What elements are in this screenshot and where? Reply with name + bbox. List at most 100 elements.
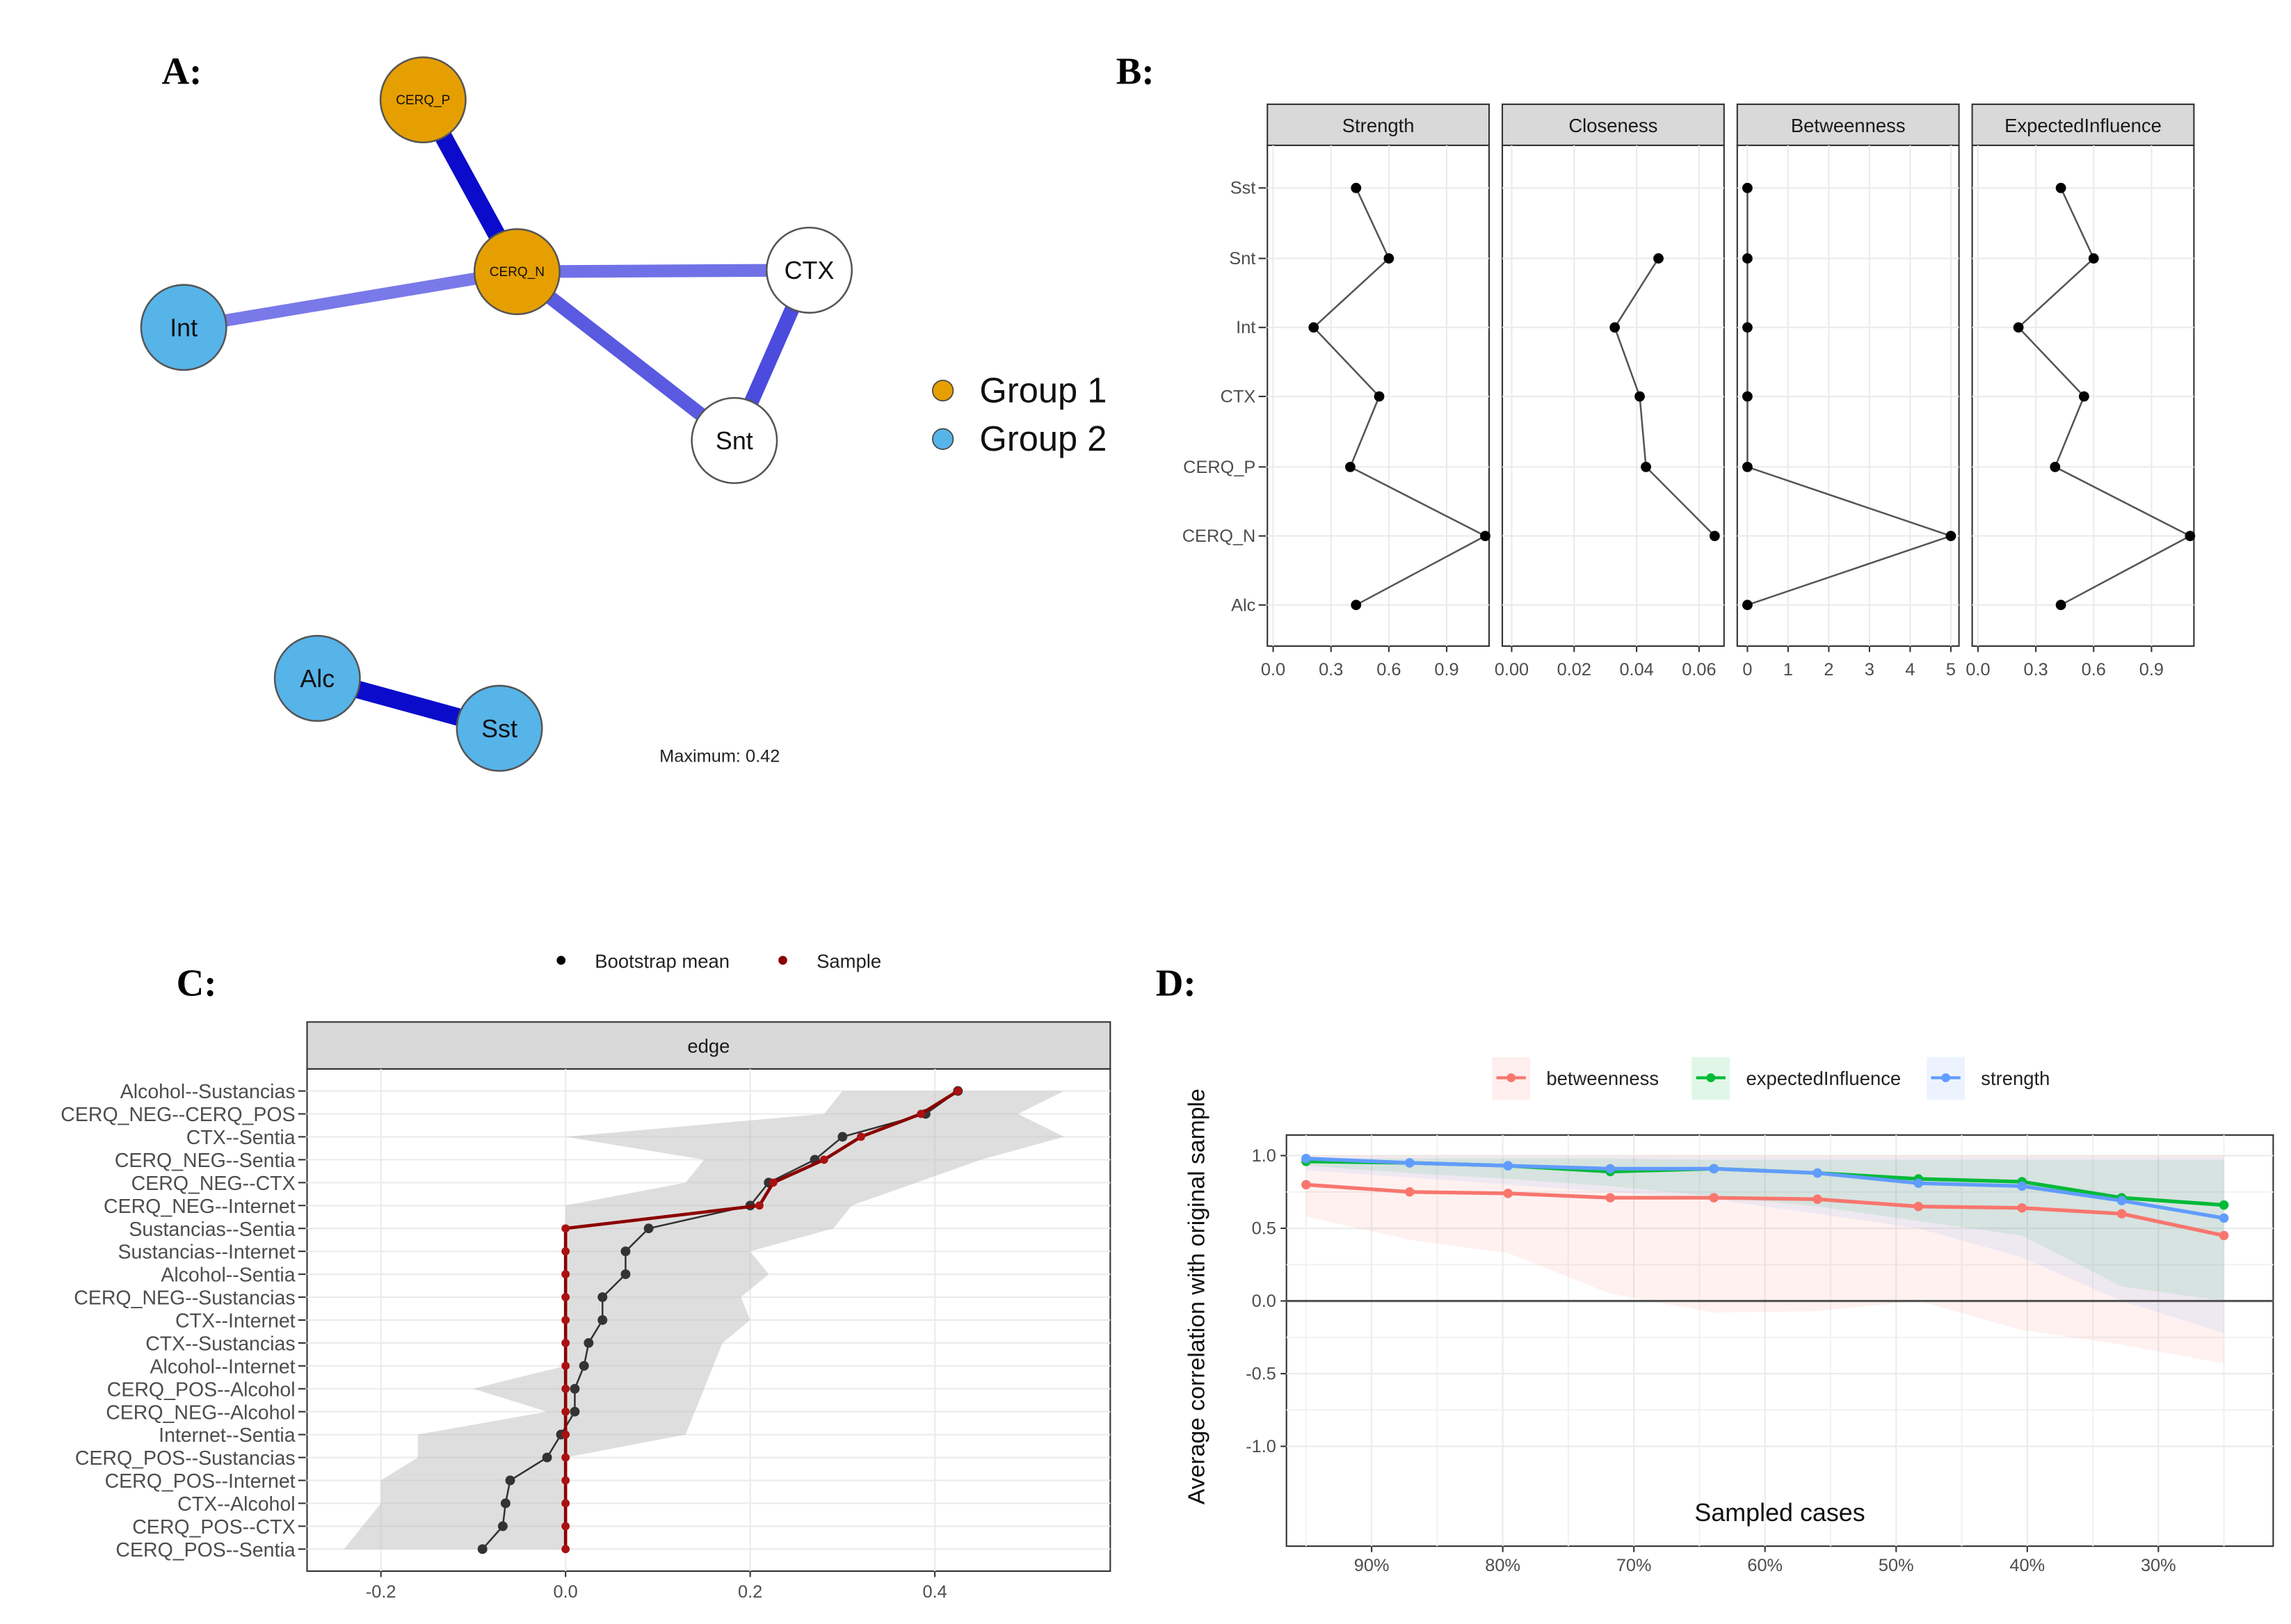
stability-panel: betweenness expectedInfluence strength 1.0 0… bbox=[1183, 1057, 2274, 1575]
bootstrap-mean-point bbox=[570, 1406, 580, 1417]
panel-label-b: B: bbox=[1116, 49, 1155, 92]
facet-strip bbox=[1501, 103, 1725, 147]
x-tick-label: 3 bbox=[1865, 660, 1874, 680]
series-point-betweenness bbox=[2219, 1230, 2229, 1241]
network-node bbox=[379, 56, 467, 144]
y-tick-label: CERQ_N bbox=[1182, 526, 1256, 546]
sample-point bbox=[561, 1499, 570, 1508]
x-tick-label: 0.02 bbox=[1557, 660, 1591, 680]
x-tick-label: -0.2 bbox=[366, 1582, 396, 1602]
series-point-expectedInfluence bbox=[2219, 1200, 2229, 1210]
legend-label: betweenness bbox=[1546, 1068, 1659, 1089]
series-point-strength bbox=[1503, 1161, 1513, 1171]
sample-point bbox=[561, 1247, 570, 1256]
facet-strip bbox=[1736, 103, 1960, 147]
legend-label: Sample bbox=[817, 950, 881, 972]
node-label: Snt bbox=[716, 427, 753, 455]
node-label: Alc bbox=[300, 665, 335, 693]
facet-title: Betweenness bbox=[1791, 115, 1906, 136]
centrality-point bbox=[1742, 461, 1753, 472]
sample-point bbox=[917, 1109, 926, 1118]
facet-title: Strength bbox=[1342, 115, 1415, 136]
y-tick-label: CERQ_NEG--Internet bbox=[104, 1196, 296, 1218]
series-point-betweenness bbox=[2017, 1203, 2027, 1213]
centrality-point bbox=[2050, 461, 2061, 472]
y-tick-label: CERQ_NEG--Alcohol bbox=[106, 1401, 295, 1424]
x-tick-label: 40% bbox=[2009, 1556, 2045, 1575]
centrality-point bbox=[1351, 600, 1362, 611]
centrality-point bbox=[1383, 253, 1394, 264]
bootstrap-mean-point bbox=[620, 1246, 631, 1257]
bootstrap-mean-point bbox=[500, 1498, 511, 1509]
sample-point bbox=[857, 1132, 865, 1141]
centrality-point bbox=[1742, 253, 1753, 264]
legend-label: strength bbox=[1981, 1068, 2050, 1089]
series-point-betweenness bbox=[1913, 1201, 1924, 1212]
ci-band-strength bbox=[1305, 1157, 2224, 1333]
series-line-strength bbox=[1305, 1157, 2225, 1220]
y-tick-label: CERQ_POS--Sentia bbox=[115, 1539, 295, 1561]
y-tick-label: 0.0 bbox=[1252, 1292, 1276, 1311]
x-tick-label: 5 bbox=[1946, 660, 1956, 680]
centrality-point bbox=[1742, 322, 1753, 333]
y-tick-label: CTX--Sentia bbox=[186, 1127, 296, 1149]
x-tick-label: 0.0 bbox=[1261, 660, 1285, 680]
x-tick-label: 0.9 bbox=[2139, 660, 2164, 680]
panel-label-d: D: bbox=[1156, 961, 1196, 1004]
sample-point bbox=[561, 1453, 570, 1462]
sample-point bbox=[561, 1224, 570, 1233]
y-tick-label: CERQ_POS--CTX bbox=[132, 1516, 295, 1538]
sample-point bbox=[561, 1522, 570, 1531]
legend-swatch bbox=[778, 956, 787, 965]
x-tick-label: 4 bbox=[1905, 660, 1915, 680]
x-tick-label: 2 bbox=[1824, 660, 1833, 680]
series-point-strength bbox=[1405, 1158, 1415, 1168]
series-point-strength bbox=[1709, 1164, 1719, 1174]
sample-point bbox=[561, 1316, 570, 1324]
centrality-point bbox=[1345, 461, 1356, 472]
y-tick-label: CERQ_NEG--Sustancias bbox=[74, 1287, 295, 1310]
legend-swatch bbox=[932, 379, 954, 402]
sample-point bbox=[954, 1086, 963, 1095]
x-axis-label: Sampled cases bbox=[1694, 1499, 1865, 1527]
sample-point bbox=[561, 1545, 570, 1554]
x-tick-label: 0.4 bbox=[923, 1582, 947, 1602]
sample-point bbox=[561, 1270, 570, 1279]
sample-point bbox=[755, 1201, 764, 1210]
sample-point bbox=[561, 1384, 570, 1393]
x-tick-label: 80% bbox=[1485, 1556, 1520, 1575]
y-tick-label: Sst bbox=[1230, 179, 1256, 198]
centrality-panel: Sst Snt Int CTX CERQ_P CERQ_N Alc Strength 0.0 0.… bbox=[1182, 103, 2196, 680]
network-edge bbox=[517, 264, 810, 278]
bootstrap-mean-point bbox=[597, 1315, 608, 1325]
facet-strip bbox=[1267, 103, 1490, 147]
bootstrap-mean-point bbox=[579, 1360, 589, 1371]
y-tick-label: Alcohol--Sentia bbox=[161, 1264, 295, 1287]
legend-key-point bbox=[1506, 1073, 1516, 1082]
y-tick-label: CERQ_NEG--Sentia bbox=[115, 1150, 296, 1172]
network-panel: CERQ_P CERQ_N CTX Int Snt Alc Sst Group 1 Group … bbox=[140, 56, 1107, 772]
network-node bbox=[273, 634, 361, 722]
centrality-point bbox=[1945, 531, 1956, 541]
facet-title: ExpectedInfluence bbox=[2004, 115, 2162, 136]
y-tick-label: Alcohol--Sustancias bbox=[120, 1081, 296, 1103]
series-point-strength bbox=[1605, 1164, 1616, 1174]
x-tick-label: 0.06 bbox=[1682, 660, 1716, 680]
legend-label: Bootstrap mean bbox=[595, 950, 730, 972]
y-tick-label: CTX--Sustancias bbox=[145, 1333, 295, 1355]
sample-point bbox=[769, 1178, 778, 1187]
facet-title: Closeness bbox=[1568, 115, 1657, 136]
facet-strip bbox=[1971, 103, 2195, 147]
y-tick-label: CERQ_NEG--CTX bbox=[131, 1173, 296, 1195]
x-tick-label: 0.6 bbox=[2082, 660, 2106, 680]
series-point-strength bbox=[2219, 1213, 2229, 1223]
x-tick-label: 0.6 bbox=[1376, 660, 1401, 680]
x-tick-label: 0.3 bbox=[2023, 660, 2048, 680]
centrality-point bbox=[2013, 322, 2024, 333]
y-tick-label: Sustancias--Internet bbox=[118, 1241, 296, 1264]
centrality-point bbox=[1480, 531, 1490, 541]
y-tick-label: Snt bbox=[1229, 249, 1255, 268]
centrality-point bbox=[1641, 461, 1651, 472]
y-tick-label: CERQ_P bbox=[1183, 458, 1255, 477]
